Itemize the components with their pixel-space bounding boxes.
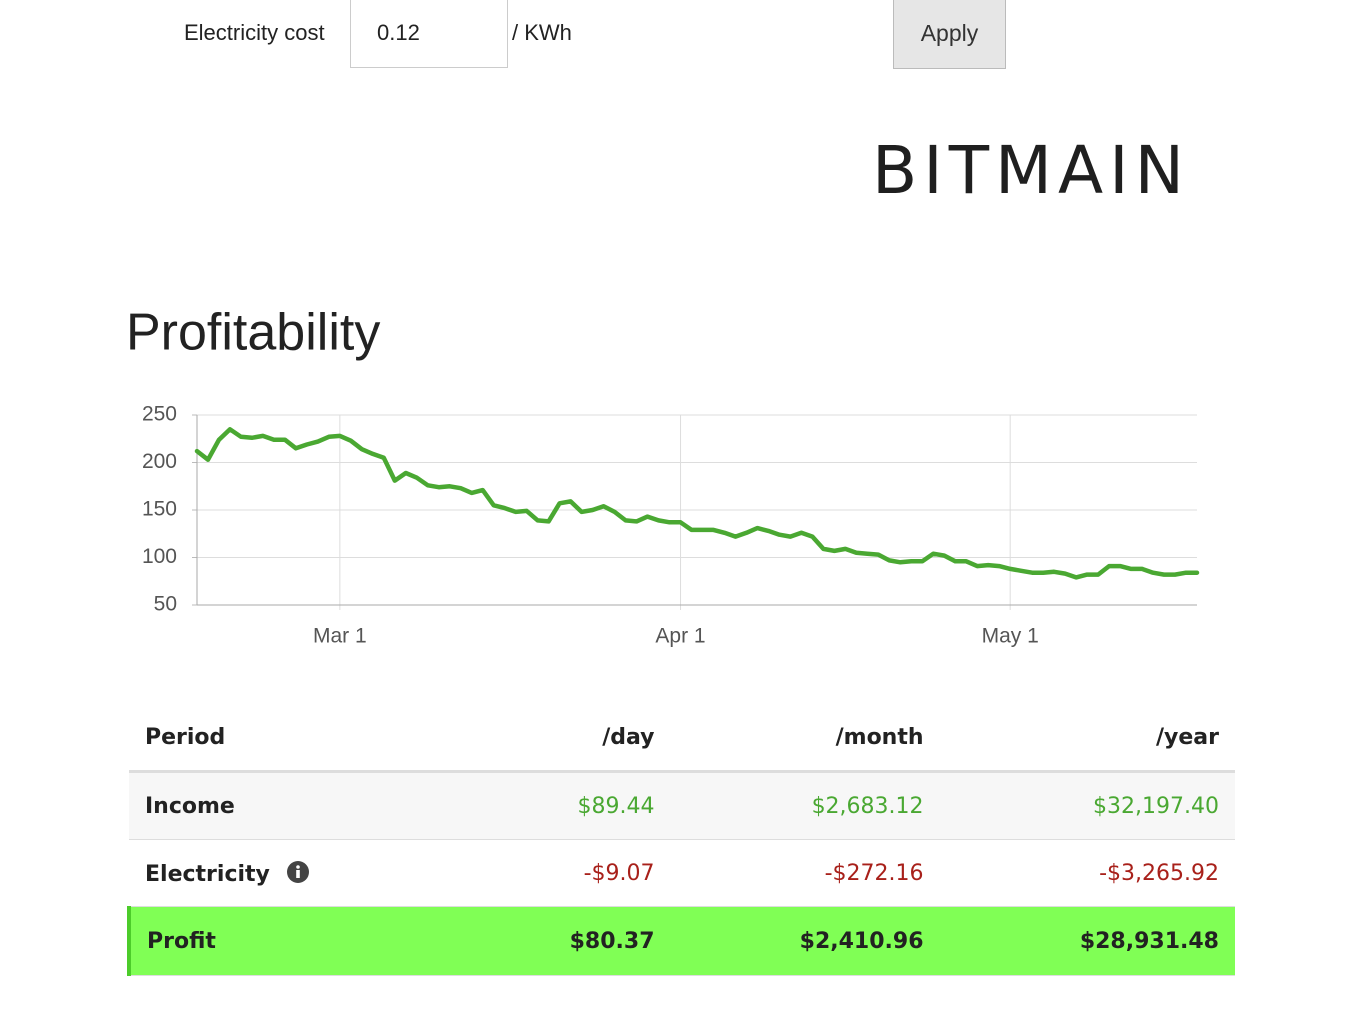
cell-text: -$272.16	[824, 860, 924, 886]
table-row: Profit $80.37 $2,410.96 $28,931.48	[127, 906, 1235, 976]
x-tick-label: May 1	[982, 625, 1039, 648]
cell: $80.37	[468, 906, 671, 976]
chart-title: Profitability	[126, 304, 380, 362]
cell: $32,197.40	[939, 771, 1235, 840]
cell: $2,410.96	[670, 906, 940, 976]
y-tick-label: 150	[142, 498, 177, 521]
apply-button[interactable]: Apply	[893, 0, 1006, 69]
cell: -$3,265.92	[939, 839, 1235, 907]
table-row: Income $89.44 $2,683.12 $32,197.40	[129, 771, 1235, 840]
cell-text: Electricity	[145, 861, 270, 887]
cell-text: Profit	[147, 928, 216, 954]
table-row: Electricity -$9.07 -$272.16 -$3,265.92	[129, 839, 1235, 907]
cell-text: -$3,265.92	[1099, 860, 1219, 886]
profit-table: Period /day /month /year Income $89.44 $2,…	[127, 704, 1235, 976]
x-tick-label: Apr 1	[655, 625, 705, 648]
cell: Profit	[127, 906, 469, 976]
cell-text: $2,683.12	[811, 793, 924, 819]
cost-label: Electricity cost	[184, 20, 325, 45]
cell-text: $32,197.40	[1093, 793, 1219, 819]
header: Period	[129, 704, 469, 773]
chart: Profitability 50 100 150 200 250 Mar 1 Apr 1 Ma…	[126, 304, 1200, 648]
header: /year	[939, 704, 1235, 773]
cell: -$9.07	[468, 839, 671, 907]
cell: Income	[129, 771, 469, 840]
y-tick-label: 200	[142, 450, 177, 473]
cell: Electricity	[129, 839, 469, 907]
y-tick-label: 250	[142, 403, 177, 426]
cell-text: $28,931.48	[1079, 928, 1219, 954]
header-row: Period /day /month /year	[129, 704, 1235, 773]
info-icon[interactable]	[286, 860, 310, 884]
cell: -$272.16	[670, 839, 940, 907]
header: /month	[670, 704, 940, 773]
cell: $28,931.48	[939, 906, 1235, 976]
cost-unit: / KWh	[512, 20, 572, 45]
y-tick-label: 100	[142, 545, 177, 568]
y-tick-label: 50	[154, 593, 177, 616]
profit-line	[194, 427, 1200, 580]
x-tick-label: Mar 1	[313, 625, 367, 648]
cell-text: $89.44	[577, 793, 655, 819]
cell-text: $2,410.96	[799, 928, 924, 954]
cell-text: $80.37	[569, 928, 655, 954]
cell-text: -$9.07	[583, 860, 655, 886]
cell: $2,683.12	[670, 771, 940, 840]
logo: BITMAIN	[872, 132, 1190, 209]
cell-text: Income	[145, 793, 235, 819]
header: /day	[468, 704, 671, 773]
cell: $89.44	[468, 771, 671, 840]
cost-input[interactable]: 0.12	[350, 0, 508, 68]
